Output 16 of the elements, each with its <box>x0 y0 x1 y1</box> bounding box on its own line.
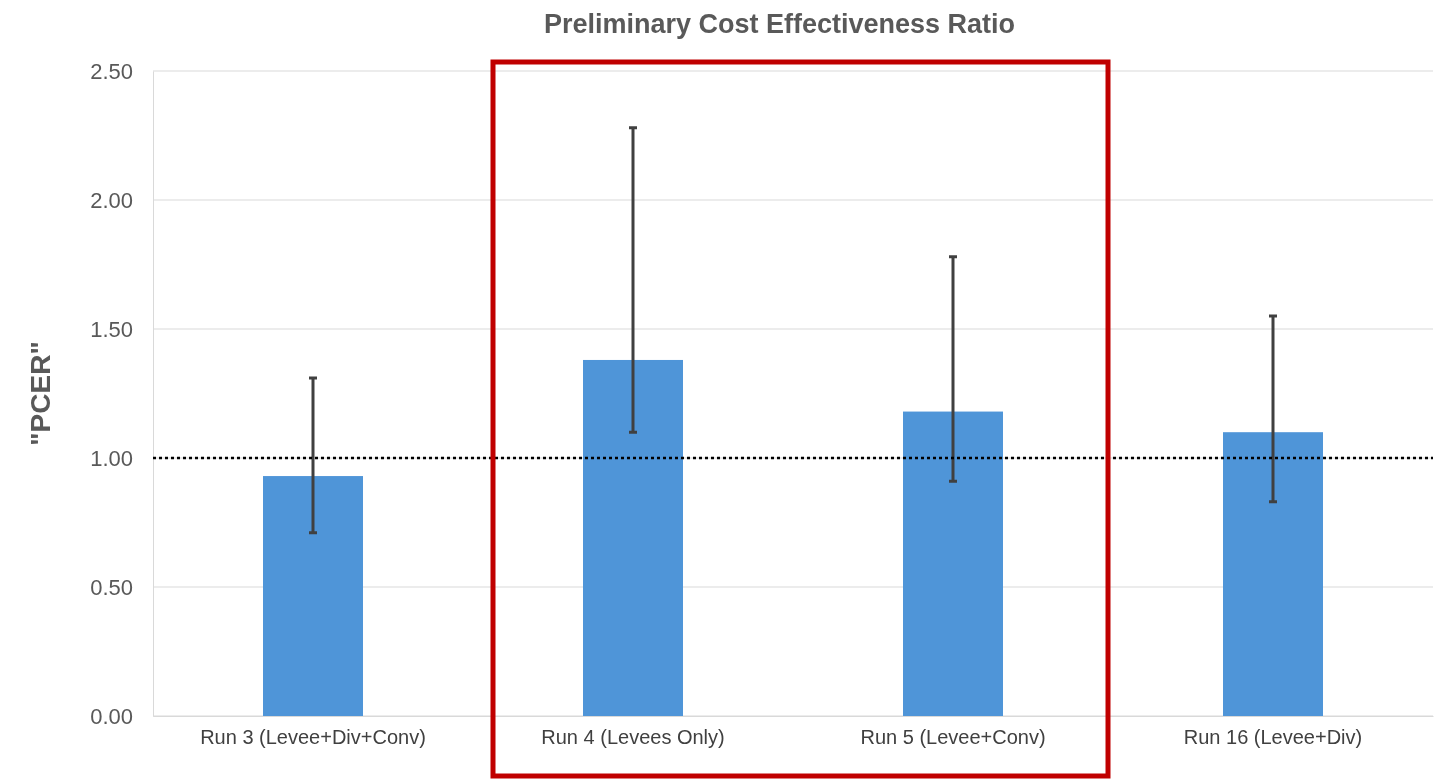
y-axis-title: "PCER" <box>25 341 56 446</box>
y-tick-label: 0.50 <box>90 574 133 600</box>
chart-title: Preliminary Cost Effectiveness Ratio <box>543 9 1016 39</box>
bar <box>903 411 1003 716</box>
y-tick-label: 0.00 <box>90 703 133 729</box>
y-tick-label: 2.50 <box>90 58 133 84</box>
y-tick-label: 1.50 <box>90 316 133 342</box>
bar <box>583 359 683 716</box>
x-tick-label: Run 5 (Levee+Conv) <box>860 726 1046 749</box>
x-tick-label: Run 4 (Levees Only) <box>541 726 725 749</box>
y-tick-label: 1.00 <box>90 445 133 471</box>
x-tick-label: Run 3 (Levee+Div+Conv) <box>200 726 426 749</box>
bar <box>263 476 363 716</box>
x-tick-label: Run 16 (Levee+Div) <box>1183 726 1363 749</box>
y-tick-label: 2.00 <box>90 187 133 213</box>
bar <box>1223 432 1323 716</box>
